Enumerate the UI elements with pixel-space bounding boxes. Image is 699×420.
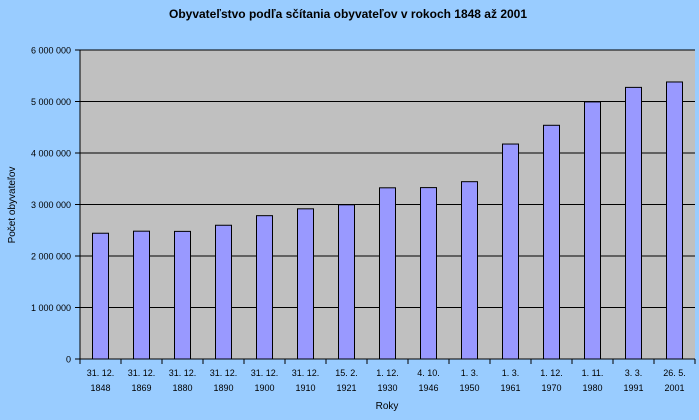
x-tick-label: 31. 12. 1848 [87,368,115,393]
x-tick-label-date: 1. 12. [540,368,563,378]
x-tick-label-year: 1930 [377,383,397,393]
bar [625,86,642,360]
bar [584,101,601,360]
bar [297,208,314,360]
x-tick-label: 4. 10. 1946 [417,368,440,393]
bar [215,224,232,360]
x-tick-label: 1. 11. 1980 [582,368,604,393]
x-tick-label-year: 2001 [664,383,684,393]
x-tick-label-year: 1869 [131,383,151,393]
y-tick-label: 3 000 000 [31,200,71,210]
bar [420,187,437,360]
x-tick-label-date: 4. 10. [417,368,440,378]
x-tick-label-date: 15. 2. [335,368,358,378]
chart-title: Obyvateľstvo podľa sčítania obyvateľov v… [169,7,527,21]
x-tick-label-date: 1. 3. [461,368,479,378]
x-tick-label: 1. 12. 1970 [540,368,563,393]
x-tick-label: 15. 2. 1921 [335,368,358,393]
x-tick-label: 3. 3. 1991 [623,368,643,393]
x-tick-label-year: 1961 [500,383,520,393]
x-tick-label-date: 31. 12. [128,368,156,378]
bar [174,230,191,360]
y-axis-label: Počet obyvateľov [7,167,18,244]
x-tick-label: 26. 5. 2001 [663,368,686,393]
y-axis-ticks [75,49,80,360]
bar [666,81,683,360]
x-tick-label-year: 1848 [90,383,110,393]
x-tick-label-year: 1921 [336,383,356,393]
y-tick-label: 6 000 000 [31,46,71,56]
x-tick-label-year: 1880 [172,383,192,393]
x-tick-label-date: 31. 12. [292,368,320,378]
x-tick-label: 31. 12. 1880 [169,368,197,393]
x-tick-label-date: 1. 3. [502,368,520,378]
bar [379,187,396,360]
x-tick-label-date: 3. 3. [625,368,643,378]
x-tick-label-year: 1910 [295,383,315,393]
x-tick-label-date: 31. 12. [251,368,279,378]
bar [92,232,109,360]
x-tick-label-year: 1900 [254,383,274,393]
x-tick-label-date: 31. 12. [210,368,238,378]
x-tick-label-date: 1. 11. [582,368,604,378]
x-tick-label-date: 26. 5. [663,368,686,378]
x-tick-label: 31. 12. 1900 [251,368,279,393]
y-tick-label: 4 000 000 [31,149,71,159]
x-axis-ticks [79,359,696,364]
y-tick-label: 5 000 000 [31,97,71,107]
x-tick-label: 31. 12. 1910 [292,368,320,393]
y-axis-tick-labels: 0 1 000 000 2 000 000 3 000 000 4 000 000 5 0… [31,46,71,365]
x-tick-label-year: 1950 [459,383,479,393]
x-axis-label: Roky [376,401,399,412]
bar [502,143,519,360]
x-tick-label: 1. 3. 1950 [459,368,479,393]
y-tick-label: 1 000 000 [31,303,71,313]
bar [461,181,478,360]
y-tick-label: 2 000 000 [31,252,71,262]
x-tick-label-year: 1980 [582,383,602,393]
y-tick-label: 0 [66,355,71,365]
bar [133,230,150,360]
bar [543,124,560,360]
x-tick-label: 1. 3. 1961 [500,368,520,393]
x-tick-label-date: 31. 12. [87,368,115,378]
x-tick-label-date: 31. 12. [169,368,197,378]
x-tick-label-date: 1. 12. [376,368,399,378]
x-tick-label-year: 1970 [541,383,561,393]
bars [92,81,683,360]
x-tick-label-year: 1890 [213,383,233,393]
x-tick-label: 31. 12. 1869 [128,368,156,393]
bar [338,204,355,360]
x-tick-label: 1. 12. 1930 [376,368,399,393]
x-tick-label: 31. 12. 1890 [210,368,238,393]
x-tick-label-year: 1991 [623,383,643,393]
x-tick-label-year: 1946 [418,383,438,393]
bar [256,215,273,360]
